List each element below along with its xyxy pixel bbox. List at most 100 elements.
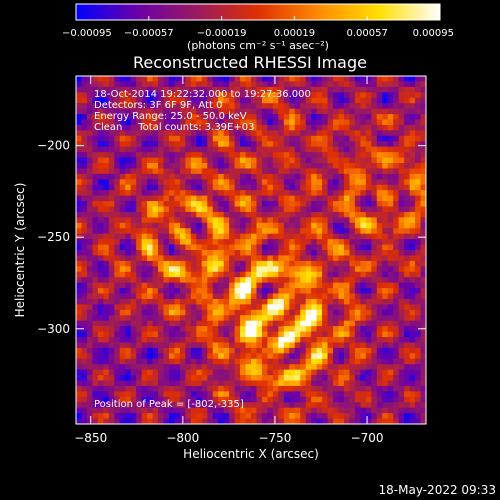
heatmap-cell <box>168 97 175 104</box>
heatmap-cell <box>130 380 137 387</box>
heatmap-cell <box>387 304 394 311</box>
heatmap-cell <box>283 141 290 148</box>
heatmap-cell <box>398 369 405 376</box>
heatmap-cell <box>316 97 323 104</box>
heatmap-cell <box>376 309 383 316</box>
heatmap-cell <box>420 244 427 251</box>
heatmap-cell <box>360 385 367 392</box>
heatmap-cell <box>327 163 334 169</box>
heatmap-cell <box>343 92 350 99</box>
heatmap-cell <box>218 358 225 365</box>
heatmap-cell <box>223 146 230 153</box>
heatmap-cell <box>136 309 143 316</box>
heatmap-cell <box>409 266 416 273</box>
heatmap-cell <box>294 337 301 343</box>
heatmap-cell <box>387 353 394 360</box>
heatmap-cell <box>333 418 339 425</box>
heatmap-cell <box>294 76 301 82</box>
heatmap-cell <box>371 190 378 197</box>
heatmap-cell <box>218 266 225 273</box>
heatmap-cell <box>393 396 400 403</box>
heatmap-cell <box>316 119 323 126</box>
heatmap-cell <box>371 206 378 213</box>
heatmap-cell <box>338 260 345 267</box>
heatmap-cell <box>409 135 416 142</box>
heatmap-cell <box>229 103 235 110</box>
heatmap-cell <box>415 81 421 88</box>
heatmap-cell <box>376 418 383 425</box>
heatmap-cell <box>185 92 192 99</box>
heatmap-cell <box>97 266 104 273</box>
heatmap-cell <box>393 86 400 93</box>
heatmap-cell <box>415 195 421 202</box>
heatmap-cell <box>245 130 252 137</box>
heatmap-cell <box>338 130 345 137</box>
heatmap-cell <box>141 277 148 284</box>
heatmap-cell <box>349 309 356 316</box>
heatmap-cell <box>251 418 257 425</box>
heatmap-cell <box>343 190 350 197</box>
heatmap-cell <box>185 114 192 120</box>
heatmap-cell <box>305 190 312 197</box>
heatmap-cell <box>360 293 367 300</box>
heatmap-cell <box>322 353 328 360</box>
heatmap-cell <box>289 179 296 186</box>
heatmap-cell <box>267 152 274 158</box>
heatmap-cell <box>365 124 372 131</box>
heatmap-cell <box>125 233 132 240</box>
colorbar-tick-label: −0.00019 <box>197 28 247 39</box>
heatmap-cell <box>393 119 400 126</box>
heatmap-cell <box>316 260 323 267</box>
heatmap-cell <box>152 92 159 99</box>
heatmap-cell <box>119 119 126 126</box>
heatmap-cell <box>365 396 372 403</box>
heatmap-cell <box>322 342 328 349</box>
heatmap-cell <box>240 97 246 104</box>
heatmap-cell <box>311 418 318 425</box>
heatmap-cell <box>212 342 219 349</box>
heatmap-cell <box>201 413 208 419</box>
heatmap-cell <box>245 228 252 235</box>
heatmap-cell <box>201 391 208 398</box>
heatmap-cell <box>201 86 208 93</box>
heatmap-cell <box>305 282 312 289</box>
heatmap-cell <box>136 130 143 137</box>
heatmap-cell <box>327 81 334 88</box>
heatmap-cell <box>278 418 285 425</box>
heatmap-cell <box>387 124 394 131</box>
heatmap-cell <box>185 135 192 142</box>
heatmap-cell <box>311 375 318 381</box>
heatmap-cell <box>272 201 279 207</box>
heatmap-cell <box>327 124 334 131</box>
heatmap-cell <box>360 320 367 327</box>
heatmap-cell <box>327 179 334 186</box>
heatmap-cell <box>130 369 137 376</box>
heatmap-cell <box>218 179 225 186</box>
heatmap-cell <box>415 364 421 371</box>
heatmap-cell <box>218 141 225 148</box>
heatmap-cell <box>141 135 148 142</box>
heatmap-cell <box>322 141 328 148</box>
heatmap-cell <box>267 260 274 267</box>
heatmap-cell <box>190 92 197 99</box>
heatmap-cell <box>376 163 383 169</box>
heatmap-cell <box>376 108 383 115</box>
heatmap-cell <box>174 358 181 365</box>
heatmap-cell <box>147 288 153 294</box>
heatmap-cell <box>267 244 274 251</box>
heatmap-cell <box>201 337 208 343</box>
heatmap-cell <box>382 298 389 305</box>
heatmap-cell <box>256 385 263 392</box>
heatmap-cell <box>108 103 115 110</box>
heatmap-cell <box>349 320 356 327</box>
colorbar-tick-label: 0.00095 <box>413 28 454 39</box>
heatmap-cell <box>305 375 312 381</box>
heatmap-cell <box>234 97 241 104</box>
heatmap-cell <box>409 233 416 240</box>
heatmap-cell <box>360 233 367 240</box>
heatmap-cell <box>256 146 263 153</box>
heatmap-cell <box>212 347 219 354</box>
heatmap-cell <box>97 298 104 305</box>
heatmap-cell <box>147 211 153 218</box>
heatmap-cell <box>278 375 285 381</box>
